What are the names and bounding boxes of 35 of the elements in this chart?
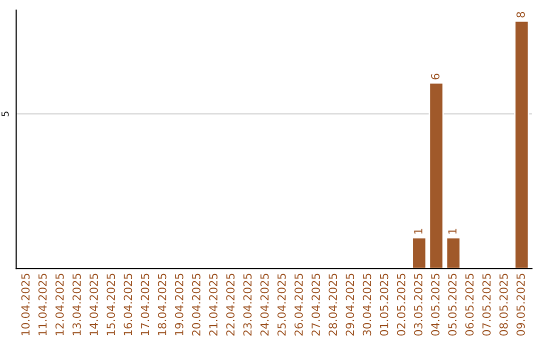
x-tick-label: 17.04.2025 bbox=[140, 274, 150, 336]
x-tick-label: 03.05.2025 bbox=[414, 274, 422, 336]
x-tick-label: 13.04.2025 bbox=[72, 274, 81, 336]
x-tick-label: 16.04.2025 bbox=[124, 274, 132, 336]
x-tick-label: 12.04.2025 bbox=[55, 274, 64, 336]
data-label: 1 bbox=[414, 228, 422, 234]
x-tick-label: 29.04.2025 bbox=[346, 274, 354, 336]
data-label: 8 bbox=[516, 12, 525, 18]
x-tick-label: 04.05.2025 bbox=[431, 274, 440, 336]
x-tick-label: 19.04.2025 bbox=[174, 274, 184, 336]
x-tick-label: 24.04.2025 bbox=[260, 274, 269, 336]
x-tick-label: 27.04.2025 bbox=[312, 274, 320, 336]
x-tick-label: 28.04.2025 bbox=[328, 274, 338, 336]
x-tick-label: 06.05.2025 bbox=[465, 274, 474, 336]
x-tick-label: 26.04.2025 bbox=[294, 274, 303, 336]
x-tick-label: 20.04.2025 bbox=[192, 274, 200, 336]
x-tick-label: 18.04.2025 bbox=[158, 274, 166, 336]
x-tick-label: 11.04.2025 bbox=[38, 274, 47, 336]
x-tick-label: 02.05.2025 bbox=[396, 274, 406, 336]
x-tick-label: 22.04.2025 bbox=[226, 274, 235, 336]
data-label: 1 bbox=[448, 228, 456, 234]
x-tick-label: 05.05.2025 bbox=[448, 274, 457, 336]
x-tick-label: 08.05.2025 bbox=[499, 274, 508, 336]
x-tick-label: 01.05.2025 bbox=[380, 274, 388, 336]
x-tick-label: 15.04.2025 bbox=[106, 274, 116, 336]
x-tick-label: 07.05.2025 bbox=[482, 274, 491, 336]
x-tick-label: 25.04.2025 bbox=[277, 274, 286, 336]
x-tick-label: 09.05.2025 bbox=[516, 274, 525, 336]
x-tick-label: 30.04.2025 bbox=[362, 274, 372, 336]
x-tick-label: 21.04.2025 bbox=[209, 274, 218, 336]
x-tick-label: 14.04.2025 bbox=[90, 274, 98, 336]
data-label: 6 bbox=[431, 74, 440, 80]
x-tick-label: 23.04.2025 bbox=[243, 274, 252, 336]
ref-line-label: 5 bbox=[2, 112, 9, 116]
x-tick-label: 10.04.2025 bbox=[21, 274, 30, 336]
